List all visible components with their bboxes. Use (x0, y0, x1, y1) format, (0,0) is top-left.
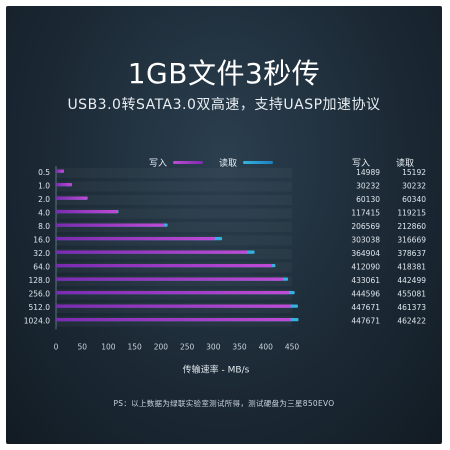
value-write: 117415 (351, 209, 380, 218)
value-read: 212860 (397, 222, 426, 231)
value-read: 119215 (397, 209, 426, 218)
category-label: 1.0 (38, 182, 50, 191)
bar-write (56, 318, 291, 322)
category-label: 0.5 (38, 168, 50, 177)
value-write: 447671 (351, 303, 380, 312)
category-label: 64.0 (33, 263, 50, 272)
x-tick-label: 250 (180, 343, 195, 352)
value-write: 433061 (351, 276, 380, 285)
legend-read: 读取 (219, 156, 274, 169)
bar-write (56, 277, 284, 281)
category-label: 2.0 (38, 195, 50, 204)
legend-write-label: 写入 (149, 159, 168, 169)
category-label: 32.0 (33, 249, 50, 258)
x-tick-label: 0 (54, 343, 59, 352)
row-background (56, 195, 292, 205)
x-tick-label: 200 (154, 343, 169, 352)
value-write: 30232 (356, 182, 380, 191)
x-tick-label: 400 (259, 343, 274, 352)
value-read: 461373 (397, 303, 426, 312)
category-label: 16.0 (33, 236, 50, 245)
bar-chart: 0.5 14989 15192 1.0 30232 30232 2.0 60130 60340 4… (24, 166, 426, 376)
value-read: 442499 (397, 276, 426, 285)
category-label: 8.0 (38, 222, 50, 231)
value-write: 444596 (351, 290, 380, 299)
value-write: 60130 (356, 195, 380, 204)
legend-read-label: 读取 (219, 159, 238, 169)
value-write: 447671 (351, 317, 380, 326)
category-label: 512.0 (29, 303, 51, 312)
category-label: 4.0 (38, 209, 50, 218)
row-background (56, 182, 292, 192)
value-read: 316669 (397, 236, 426, 245)
value-write: 412090 (351, 263, 380, 272)
bar-write (56, 264, 273, 268)
value-write: 14989 (356, 168, 380, 177)
x-tick-label: 50 (77, 343, 87, 352)
bar-write (56, 291, 290, 295)
x-tick-label: 300 (206, 343, 221, 352)
column-header-read: 读取 (396, 159, 415, 169)
value-read: 60340 (402, 195, 426, 204)
bar-write (56, 250, 248, 254)
value-read: 462422 (397, 317, 426, 326)
bar-write (56, 196, 88, 200)
x-axis-label: 传输速率 - MB/s (183, 364, 250, 376)
page-subtitle: USB3.0转SATA3.0双高速，支持UASP加速协议 (67, 97, 381, 113)
value-read: 455081 (397, 290, 426, 299)
footnote: PS：以上数据为绿联实验室测试所得，测试硬盘为三星850EVO (113, 399, 335, 408)
column-header-write: 写入 (352, 159, 371, 169)
value-write: 364904 (351, 249, 380, 258)
value-read: 418381 (397, 263, 426, 272)
bar-write (56, 169, 64, 173)
chart-panel: 1GB文件3秒传 USB3.0转SATA3.0双高速，支持UASP加速协议 写入… (6, 6, 442, 444)
legend-read-swatch (243, 161, 274, 164)
value-read: 378637 (397, 249, 426, 258)
row-background (56, 168, 292, 178)
legend-write-swatch (173, 161, 204, 164)
bar-write (56, 223, 165, 227)
value-read: 15192 (402, 168, 426, 177)
value-read: 30232 (402, 182, 426, 191)
value-write: 303038 (351, 236, 380, 245)
x-tick-label: 450 (285, 343, 300, 352)
x-tick-label: 100 (101, 343, 116, 352)
legend-write: 写入 (149, 156, 204, 169)
x-tick-label: 150 (128, 343, 143, 352)
category-label: 256.0 (29, 290, 51, 299)
bar-write (56, 210, 118, 214)
page-title: 1GB文件3秒传 (127, 57, 321, 90)
x-tick-label: 350 (232, 343, 247, 352)
bar-write (56, 304, 291, 308)
bar-write (56, 183, 72, 187)
category-label: 128.0 (29, 276, 51, 285)
value-write: 206569 (351, 222, 380, 231)
bar-write (56, 237, 215, 241)
category-label: 1024.0 (24, 317, 50, 326)
